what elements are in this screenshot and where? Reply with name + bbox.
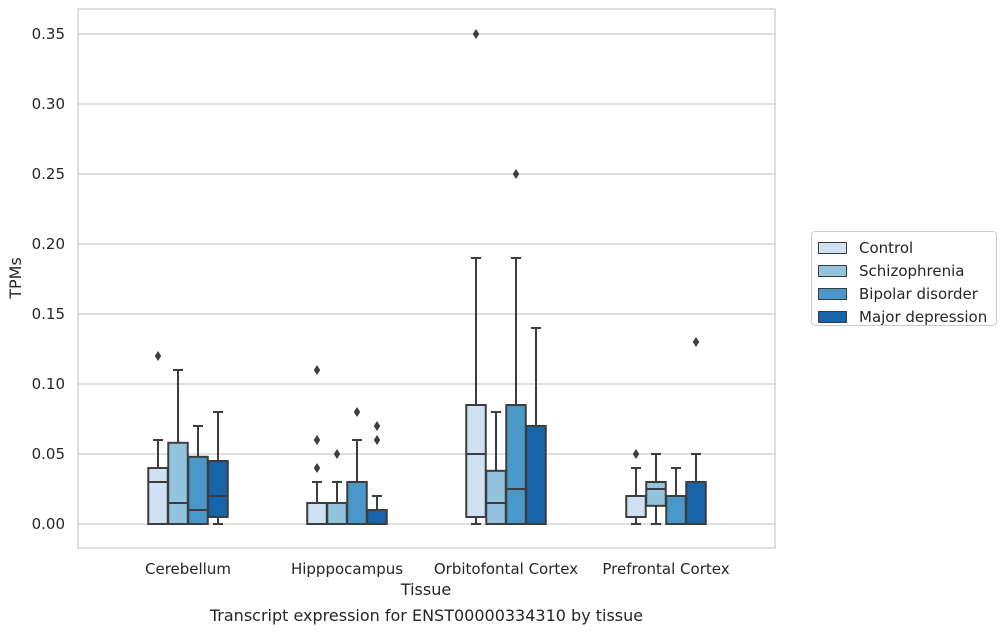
legend-label: Bipolar disorder <box>859 284 978 303</box>
y-tick-label: 0.35 <box>32 25 65 43</box>
chart-caption: Transcript expression for ENST0000033431… <box>209 606 644 625</box>
outlier-point <box>333 449 341 459</box>
y-tick-label: 0.30 <box>32 95 65 113</box>
box-body <box>167 441 189 525</box>
outlier-point <box>472 29 480 39</box>
box-1-0 <box>306 365 328 525</box>
box-3-2 <box>665 467 687 525</box>
outlier-point <box>632 449 640 459</box>
y-tick-label: 0.20 <box>32 235 65 253</box>
outlier-point <box>154 351 162 361</box>
legend: Control Schizophrenia Bipolar disorder Majo… <box>811 231 997 326</box>
y-tick-label: 0.15 <box>32 305 65 323</box>
box-0-3 <box>207 411 229 525</box>
legend-swatch <box>818 264 847 277</box>
box-body <box>525 425 547 525</box>
outlier-point <box>692 337 700 347</box>
x-tick-label: Orbitofontal Cortex <box>434 560 578 578</box>
box-body <box>465 404 487 518</box>
box-2-2 <box>505 169 527 525</box>
legend-label: Schizophrenia <box>859 261 965 280</box>
x-tick-labels: Cerebellum Hipppocampus Orbitofontal Corte… <box>145 560 730 578</box>
box-body <box>645 481 667 507</box>
box-body <box>625 495 647 518</box>
box-body <box>505 404 527 525</box>
y-tick-labels: 0.00 0.05 0.10 0.15 0.20 0.25 0.30 0.35 <box>32 25 65 533</box>
legend-item: Control <box>818 236 996 259</box>
box-1-1 <box>326 449 348 525</box>
box-3-1 <box>645 453 667 525</box>
box-body <box>366 509 388 525</box>
y-tick-label: 0.00 <box>32 515 65 533</box>
box-1-3 <box>366 421 388 525</box>
box-2-3 <box>525 327 547 525</box>
outlier-point <box>373 421 381 431</box>
box-body <box>306 502 328 525</box>
box-body <box>147 467 169 525</box>
box-body <box>187 455 209 525</box>
legend-swatch <box>818 287 847 300</box>
box-body <box>207 460 229 518</box>
x-tick-label: Cerebellum <box>145 560 231 578</box>
y-axis-label: TPMs <box>6 257 25 300</box>
outlier-point <box>313 365 321 375</box>
legend-item: Major depression <box>818 305 996 328</box>
legend-swatch <box>818 241 847 254</box>
box-3-3 <box>685 337 707 525</box>
x-axis-label: Tissue <box>400 580 451 599</box>
legend-item: Schizophrenia <box>818 259 996 282</box>
box-1-2 <box>346 407 368 525</box>
box-body <box>665 495 687 525</box>
box-2-1 <box>485 411 507 525</box>
box-0-2 <box>187 425 209 525</box>
x-tick-label: Hipppocampus <box>291 560 403 578</box>
boxes <box>147 29 707 525</box>
box-body <box>485 469 507 525</box>
y-tick-label: 0.05 <box>32 445 65 463</box>
legend-label: Major depression <box>859 307 988 326</box>
box-2-0 <box>465 29 487 525</box>
plot-frame <box>77 8 776 549</box>
gridlines <box>78 33 775 525</box>
outlier-point <box>313 435 321 445</box>
outlier-point <box>512 169 520 179</box>
box-0-0 <box>147 351 169 525</box>
x-tick-label: Prefrontal Cortex <box>602 560 729 578</box>
legend-swatch <box>818 310 847 323</box>
outlier-point <box>313 463 321 473</box>
box-3-0 <box>625 449 647 525</box>
y-tick-label: 0.10 <box>32 375 65 393</box>
outlier-point <box>373 435 381 445</box>
outlier-point <box>353 407 361 417</box>
legend-label: Control <box>859 238 914 257</box>
legend-item: Bipolar disorder <box>818 282 996 305</box>
y-tick-label: 0.25 <box>32 165 65 183</box>
box-body <box>346 481 368 525</box>
box-0-1 <box>167 369 189 525</box>
box-body <box>685 481 707 525</box>
box-body <box>326 502 348 525</box>
